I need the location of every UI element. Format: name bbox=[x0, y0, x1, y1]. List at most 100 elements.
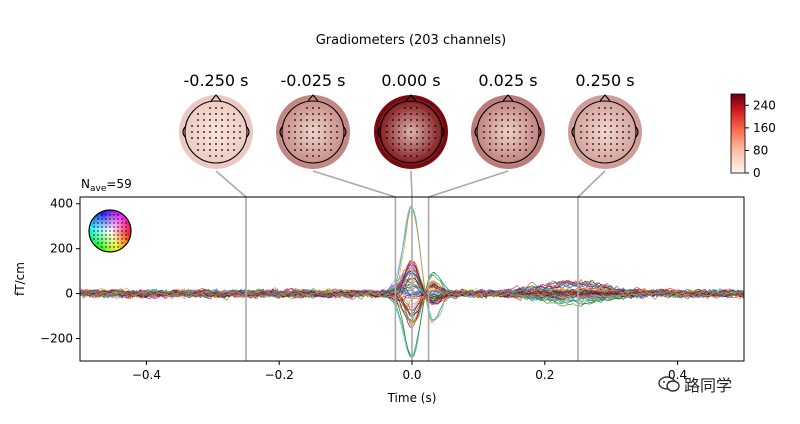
sensor-dot bbox=[610, 125, 612, 127]
sensor-dot bbox=[386, 125, 388, 127]
sensor-dot bbox=[233, 119, 235, 121]
sensor-dot bbox=[422, 119, 424, 121]
sensor-dot bbox=[513, 125, 515, 127]
sensor-dot bbox=[306, 155, 308, 157]
x-tick-label: −0.4 bbox=[132, 368, 161, 382]
nave-value: =59 bbox=[106, 177, 131, 191]
sensor-dot bbox=[233, 137, 235, 139]
topomap: -0.250 s bbox=[179, 71, 253, 169]
sensor-wheel-dot bbox=[125, 226, 127, 228]
connector-line bbox=[410, 170, 413, 198]
sensor-dot bbox=[330, 143, 332, 145]
sensor-dot bbox=[312, 113, 314, 115]
sensor-dot bbox=[209, 149, 211, 151]
sensor-dot bbox=[628, 137, 630, 139]
sensor-dot bbox=[610, 113, 612, 115]
sensor-dot bbox=[306, 137, 308, 139]
connector-line bbox=[577, 170, 606, 198]
sensor-dot bbox=[531, 125, 533, 127]
sensor-dot bbox=[410, 155, 412, 157]
sensor-wheel-dot bbox=[117, 238, 119, 240]
sensor-wheel-dot bbox=[97, 230, 99, 232]
sensor-dot bbox=[428, 149, 430, 151]
sensor-dot bbox=[616, 143, 618, 145]
sensor-dot bbox=[519, 143, 521, 145]
sensor-dot bbox=[330, 131, 332, 133]
sensor-dot bbox=[616, 149, 618, 151]
sensor-dot bbox=[580, 137, 582, 139]
sensor-dot bbox=[604, 155, 606, 157]
sensor-dot bbox=[513, 143, 515, 145]
sensor-dot bbox=[318, 125, 320, 127]
sensor-dot bbox=[598, 113, 600, 115]
sensor-wheel-dot bbox=[125, 222, 127, 224]
sensor-dot bbox=[495, 119, 497, 121]
sensor-dot bbox=[604, 113, 606, 115]
topomap: 0.000 s bbox=[374, 71, 448, 169]
sensor-wheel-dot bbox=[93, 230, 95, 232]
sensor-wheel-dot bbox=[125, 234, 127, 236]
sensor-dot bbox=[398, 131, 400, 133]
sensor-dot bbox=[416, 149, 418, 151]
sensor-wheel-dot bbox=[117, 230, 119, 232]
sensor-position-legend bbox=[88, 209, 132, 253]
sensor-dot bbox=[300, 137, 302, 139]
colorbar: 0 80 160 240 bbox=[730, 93, 776, 180]
sensor-wheel-dot bbox=[117, 234, 119, 236]
nose bbox=[599, 94, 611, 102]
sensor-dot bbox=[622, 137, 624, 139]
colorbar-tick-label: 240 bbox=[753, 98, 776, 112]
topomap: -0.025 s bbox=[276, 71, 350, 169]
sensor-dot bbox=[489, 113, 491, 115]
sensor-dot bbox=[215, 131, 217, 133]
sensor-dot bbox=[422, 137, 424, 139]
sensor-dot bbox=[318, 143, 320, 145]
sensor-wheel-dot bbox=[113, 246, 115, 248]
sensor-dot bbox=[513, 107, 515, 109]
sensor-dot bbox=[330, 119, 332, 121]
sensor-dot bbox=[592, 149, 594, 151]
sensor-wheel-dot bbox=[97, 226, 99, 228]
sensor-dot bbox=[203, 143, 205, 145]
sensor-dot bbox=[410, 119, 412, 121]
right-ear bbox=[441, 126, 445, 138]
sensor-dot bbox=[209, 113, 211, 115]
sensor-dot bbox=[197, 119, 199, 121]
sensor-dot bbox=[416, 107, 418, 109]
sensor-dot bbox=[525, 119, 527, 121]
sensor-wheel-dot bbox=[125, 238, 127, 240]
sensor-dot bbox=[610, 137, 612, 139]
sensor-dot bbox=[398, 125, 400, 127]
sensor-wheel-dot bbox=[109, 214, 111, 216]
sensor-dot bbox=[191, 137, 193, 139]
sensor-dot bbox=[604, 131, 606, 133]
sensor-dot bbox=[604, 125, 606, 127]
sensor-dot bbox=[221, 155, 223, 157]
sensor-dot bbox=[398, 113, 400, 115]
sensor-dot bbox=[312, 125, 314, 127]
sensor-dot bbox=[580, 131, 582, 133]
sensor-dot bbox=[398, 119, 400, 121]
sensor-dot bbox=[622, 119, 624, 121]
sensor-wheel-dot bbox=[105, 226, 107, 228]
sensor-wheel-dot bbox=[93, 238, 95, 240]
sensor-wheel-dot bbox=[117, 242, 119, 244]
sensor-dot bbox=[507, 125, 509, 127]
sensor-dot bbox=[221, 143, 223, 145]
sensor-wheel-dot bbox=[97, 218, 99, 220]
sensor-wheel-dot bbox=[105, 246, 107, 248]
sensor-wheel-dot bbox=[105, 242, 107, 244]
sensor-dot bbox=[416, 113, 418, 115]
head-outline bbox=[184, 100, 248, 164]
sensor-dot bbox=[525, 113, 527, 115]
sensor-dot bbox=[404, 107, 406, 109]
sensor-dot bbox=[519, 131, 521, 133]
chart-title: Gradiometers (203 channels) bbox=[316, 33, 507, 48]
sensor-dot bbox=[410, 149, 412, 151]
sensor-dot bbox=[616, 125, 618, 127]
sensor-dot bbox=[610, 119, 612, 121]
sensor-dot bbox=[209, 137, 211, 139]
sensor-dot bbox=[525, 149, 527, 151]
sensor-dot bbox=[294, 143, 296, 145]
y-tick-label: 400 bbox=[50, 197, 73, 211]
